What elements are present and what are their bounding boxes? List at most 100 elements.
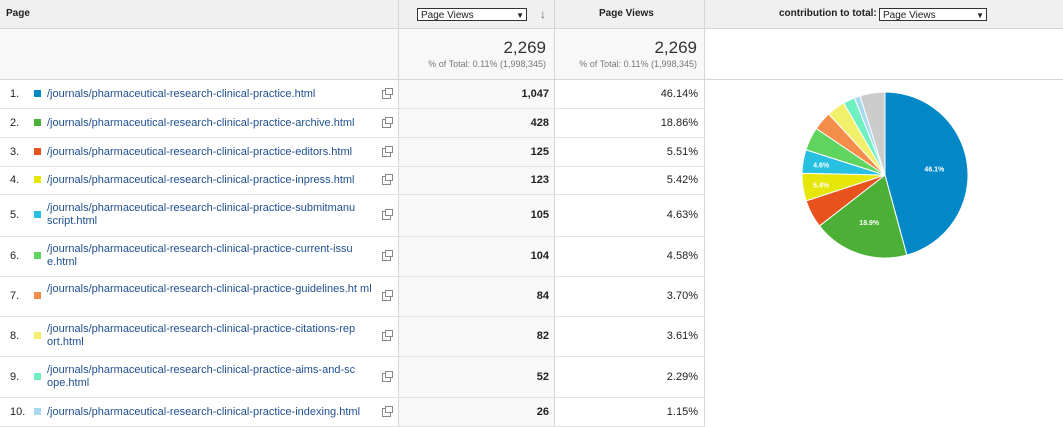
row-number: 9. — [10, 370, 20, 383]
percent-value: 5.42% — [666, 174, 698, 186]
page-link[interactable]: /journals/pharmaceutical-research-clinic… — [47, 116, 355, 129]
legend-swatch — [34, 118, 41, 126]
page-views-value: 123 — [530, 174, 549, 186]
slice-label: 5.4% — [813, 183, 830, 190]
table-row: 7. /journals/pharmaceutical-research-cli… — [0, 276, 705, 317]
legend-swatch — [34, 252, 41, 259]
pie-slice[interactable] — [818, 174, 908, 259]
pie-chart: 46.1% 18.9% 5.4% 4.6% — [801, 91, 969, 259]
legend-swatch — [34, 176, 41, 183]
table-row: 8. /journals/pharmaceutical-research-cli… — [0, 316, 705, 357]
page-views-value: 52 — [536, 370, 549, 383]
page-column-header[interactable]: Page — [6, 8, 30, 19]
page-views-value: 84 — [536, 290, 549, 302]
slice-label: 18.9% — [859, 220, 880, 227]
table-row: 3. /journals/pharmaceutical-research-cli… — [0, 138, 705, 167]
metric-select-value: Page Views — [421, 10, 474, 21]
pie-slice[interactable] — [859, 91, 886, 176]
table-row: 10. /journals/pharmaceutical-research-cl… — [0, 397, 705, 427]
legend-swatch — [34, 332, 41, 339]
open-external-icon[interactable] — [382, 370, 393, 382]
open-external-icon[interactable] — [382, 330, 393, 341]
percent-value: 2.29% — [666, 370, 698, 383]
row-number: 3. — [10, 146, 20, 158]
page-link[interactable]: /journals/pharmaceutical-research-clinic… — [47, 323, 356, 348]
open-external-icon[interactable] — [382, 290, 393, 301]
row-number: 4. — [10, 174, 20, 186]
percent-value: 1.15% — [666, 405, 698, 418]
chevron-down-icon: ▼ — [976, 11, 984, 20]
legend-swatch — [34, 292, 41, 299]
metric-select[interactable]: Page Views ▼ — [417, 8, 527, 21]
page-link[interactable]: /journals/pharmaceutical-research-clinic… — [47, 243, 353, 268]
page-views-column-header[interactable]: Page Views — [599, 8, 654, 19]
page-views-value: 428 — [530, 116, 549, 129]
divider — [554, 0, 555, 426]
metric-column-bg — [399, 79, 554, 426]
table-row: 1. /journals/pharmaceutical-research-cli… — [0, 80, 705, 109]
legend-swatch — [34, 211, 41, 218]
open-external-icon[interactable] — [382, 209, 393, 220]
legend-swatch — [34, 407, 41, 415]
table-row: 2. /journals/pharmaceutical-research-cli… — [0, 108, 705, 138]
summary-value: 2,269 — [654, 38, 697, 57]
percent-value: 4.58% — [666, 250, 698, 262]
pie-slice[interactable] — [884, 91, 969, 256]
open-external-icon[interactable] — [382, 250, 393, 261]
page-views-value: 105 — [530, 209, 549, 221]
row-number: 2. — [10, 116, 20, 129]
summary-metric-2: 2,269 % of Total: 0.11% (1,998,345) — [555, 29, 705, 79]
page-views-value: 26 — [536, 405, 549, 418]
percent-value: 3.61% — [666, 330, 698, 342]
row-number: 5. — [10, 209, 20, 221]
open-external-icon[interactable] — [382, 405, 393, 417]
chart-summary-blank — [705, 29, 1063, 79]
page-views-value: 82 — [536, 330, 549, 342]
row-number: 10. — [10, 405, 26, 418]
table-header: Page Page Views ▼ ↓ Page Views contribut… — [0, 0, 1063, 29]
page-views-value: 104 — [530, 250, 549, 262]
summary-value: 2,269 — [503, 38, 546, 57]
summary-percent: % of Total: 0.11% (1,998,345) — [579, 59, 697, 69]
row-number: 8. — [10, 330, 20, 342]
page-link[interactable]: /journals/pharmaceutical-research-clinic… — [47, 405, 361, 418]
percent-value: 3.70% — [666, 290, 698, 302]
legend-swatch — [34, 148, 41, 155]
divider — [704, 0, 705, 426]
percent-value: 46.14% — [660, 88, 698, 100]
open-external-icon[interactable] — [382, 88, 393, 99]
table-row: 9. /journals/pharmaceutical-research-cli… — [0, 356, 705, 398]
percent-value: 4.63% — [666, 209, 698, 221]
summary-percent: % of Total: 0.11% (1,998,345) — [428, 59, 546, 69]
page-link[interactable]: /journals/pharmaceutical-research-clinic… — [47, 146, 353, 158]
chevron-down-icon: ▼ — [516, 11, 524, 20]
contribution-select[interactable]: Page Views ▼ — [879, 8, 987, 21]
contribution-label: contribution to total: — [779, 8, 877, 19]
summary-row: 2,269 % of Total: 0.11% (1,998,345) 2,26… — [0, 29, 1063, 80]
slice-label: 46.1% — [924, 166, 945, 173]
page-link[interactable]: /journals/pharmaceutical-research-clinic… — [47, 174, 355, 186]
open-external-icon[interactable] — [382, 146, 393, 157]
open-external-icon[interactable] — [382, 174, 393, 185]
summary-metric: 2,269 % of Total: 0.11% (1,998,345) — [399, 29, 554, 79]
page-link[interactable]: /journals/pharmaceutical-research-clinic… — [47, 202, 356, 227]
table-row: 4. /journals/pharmaceutical-research-cli… — [0, 166, 705, 195]
page-views-value: 1,047 — [521, 88, 549, 100]
sort-arrow-icon[interactable]: ↓ — [540, 7, 546, 21]
table-row: 5. /journals/pharmaceutical-research-cli… — [0, 194, 705, 237]
row-number: 7. — [10, 290, 20, 302]
percent-value: 5.51% — [666, 146, 698, 158]
page-link[interactable]: /journals/pharmaceutical-research-clinic… — [47, 363, 356, 389]
page-link[interactable]: /journals/pharmaceutical-research-clinic… — [47, 283, 372, 295]
contribution-select-value: Page Views — [883, 10, 936, 21]
page-link[interactable]: /journals/pharmaceutical-research-clinic… — [47, 88, 316, 100]
slice-label: 4.6% — [813, 162, 830, 169]
open-external-icon[interactable] — [382, 116, 393, 128]
row-number: 6. — [10, 250, 20, 262]
row-number: 1. — [10, 88, 20, 100]
divider — [398, 0, 399, 426]
percent-value: 18.86% — [660, 116, 698, 129]
legend-swatch — [34, 372, 41, 380]
page-views-value: 125 — [530, 146, 549, 158]
